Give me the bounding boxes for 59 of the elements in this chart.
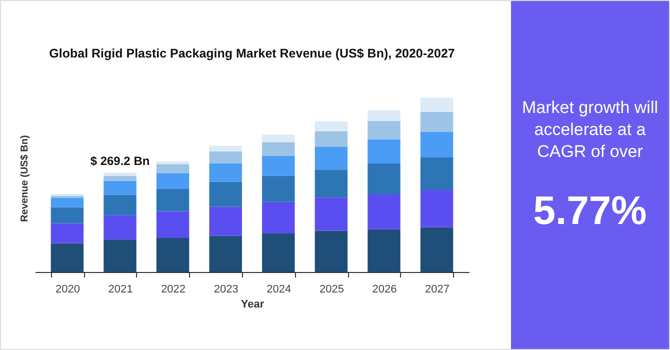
bar xyxy=(262,156,295,176)
bar xyxy=(156,173,190,189)
bar xyxy=(420,98,454,112)
text: 5.77% xyxy=(533,188,647,234)
bar xyxy=(209,206,242,236)
bar xyxy=(104,240,136,272)
x-tick-label: 2024 xyxy=(266,284,292,296)
bar xyxy=(104,194,136,216)
bar xyxy=(368,194,400,230)
bar xyxy=(368,139,400,164)
x-tick-label: 2025 xyxy=(319,284,344,296)
bar xyxy=(50,243,84,272)
bar xyxy=(314,146,348,170)
bar xyxy=(262,202,295,234)
x-tick-label: 2027 xyxy=(425,284,450,296)
bar xyxy=(209,182,242,207)
bar xyxy=(368,229,400,272)
bar xyxy=(104,180,136,195)
bar xyxy=(209,236,242,272)
bar xyxy=(368,110,400,121)
bar xyxy=(368,120,400,140)
bar xyxy=(156,164,190,174)
bar xyxy=(262,176,295,202)
bar xyxy=(156,211,190,238)
bar xyxy=(262,234,295,272)
x-tick-label: 2021 xyxy=(108,284,133,296)
bar xyxy=(314,230,348,272)
bar xyxy=(314,121,348,132)
x-axis-title: Year xyxy=(240,298,265,310)
bar xyxy=(262,142,295,156)
bar xyxy=(314,198,348,231)
bar xyxy=(314,170,348,198)
bar xyxy=(104,176,136,181)
text: Market growth will accelerate at a CAGR of over xyxy=(520,96,660,162)
bar xyxy=(420,227,454,272)
bar xyxy=(209,146,242,152)
bar xyxy=(156,188,190,212)
bar xyxy=(420,112,454,132)
chart-title: Global Rigid Plastic Packaging Market Revenue (US$ Bn), 2020-2027 xyxy=(49,46,455,60)
bar xyxy=(420,190,454,228)
bar xyxy=(209,163,242,182)
x-tick-label: 2022 xyxy=(161,284,186,296)
y-axis-title: Revenue (US$ Bn) xyxy=(20,135,30,222)
bar xyxy=(209,152,242,164)
bar xyxy=(368,164,400,195)
bar xyxy=(420,157,454,190)
annotation: $ 269.2 Bn xyxy=(90,154,150,168)
bar xyxy=(156,161,190,164)
x-tick-label: 2026 xyxy=(372,284,397,296)
bar xyxy=(420,132,454,158)
bar xyxy=(50,198,84,208)
bar xyxy=(104,215,136,240)
bar xyxy=(262,134,295,142)
x-tick-label: 2020 xyxy=(55,284,80,296)
bar xyxy=(156,238,190,272)
x-tick-label: 2023 xyxy=(214,284,238,296)
bar xyxy=(50,223,84,244)
bar xyxy=(50,207,84,224)
bar xyxy=(314,131,348,147)
